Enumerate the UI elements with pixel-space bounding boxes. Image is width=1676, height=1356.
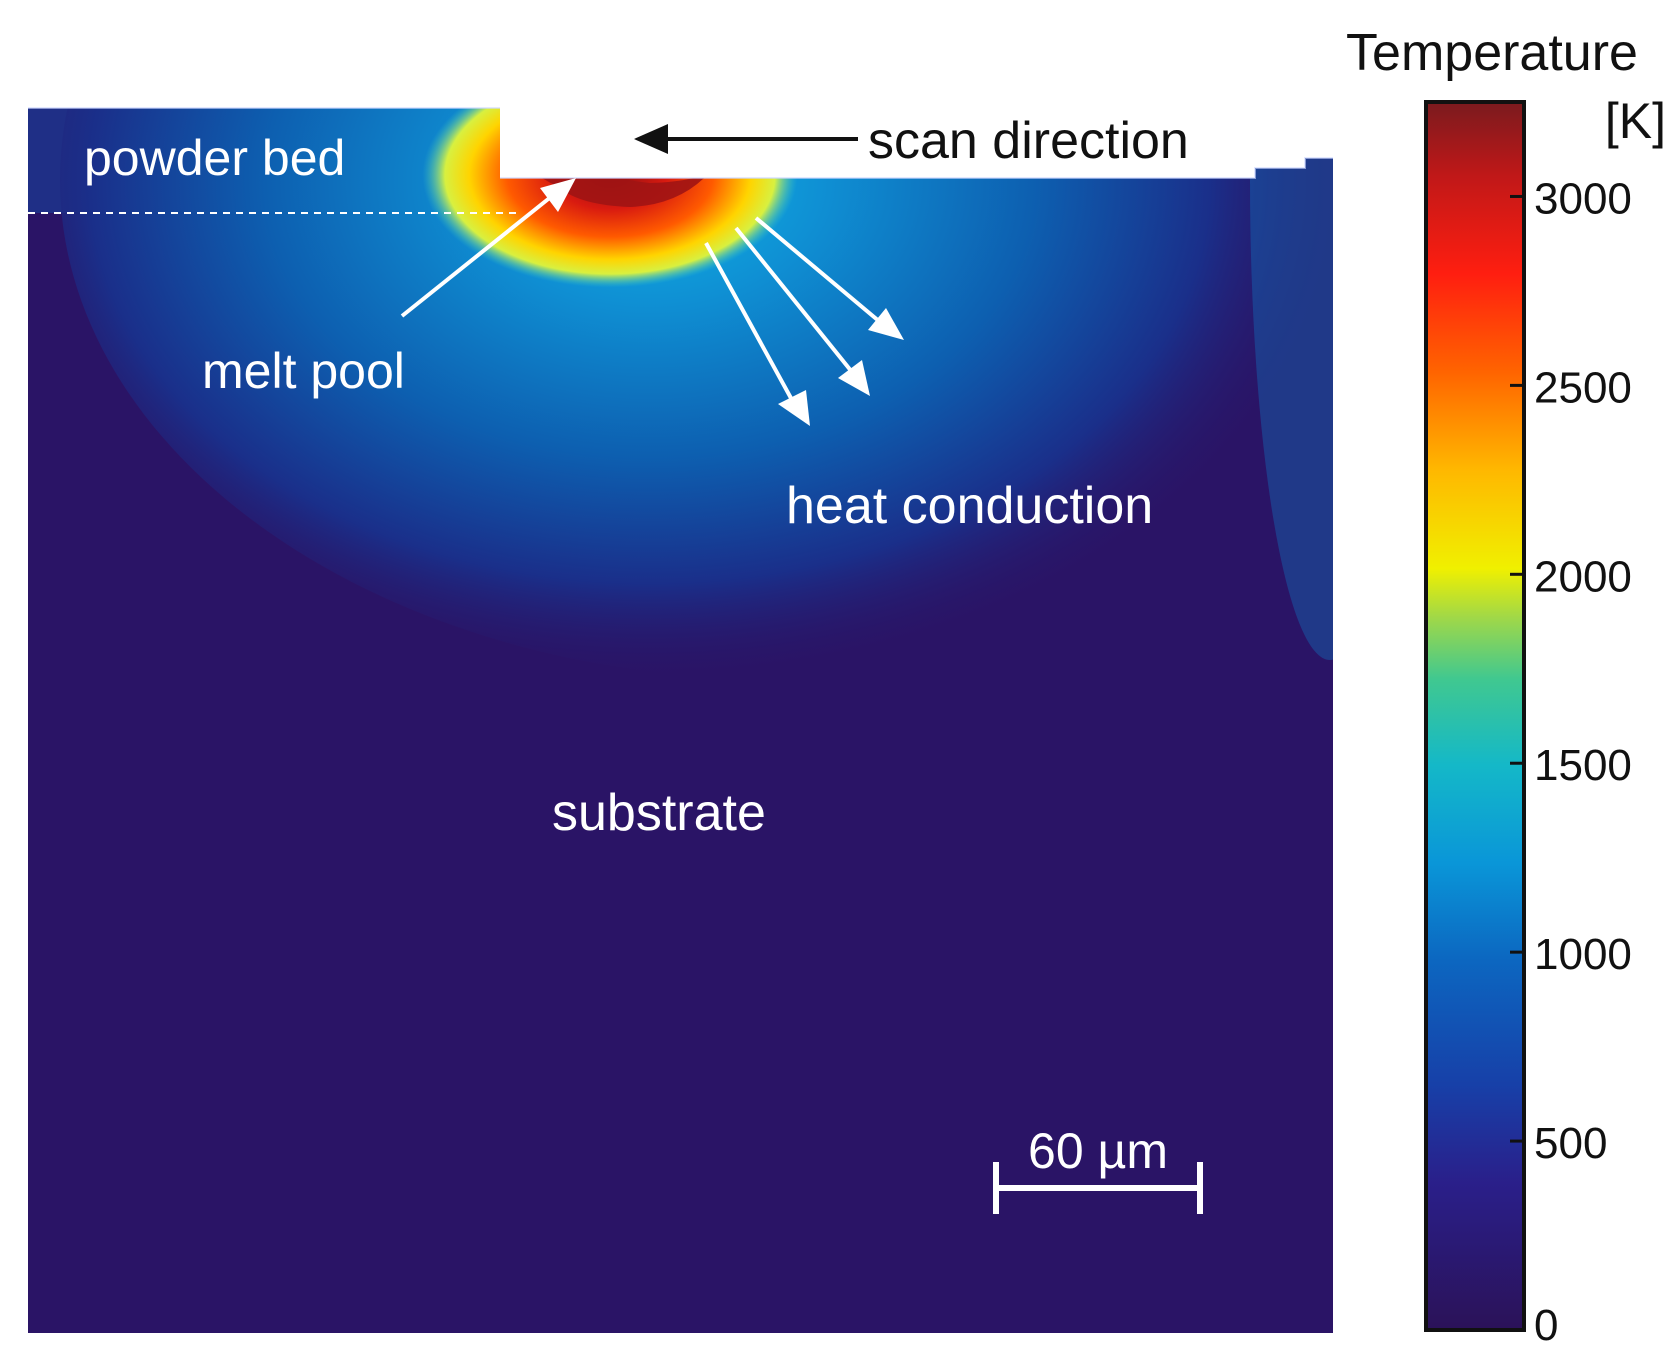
heat-conduction-label: heat conduction: [786, 477, 1153, 535]
colorbar-title: Temperature: [1346, 24, 1638, 82]
scan-direction-arrow: [634, 124, 858, 154]
colorbar-tick-label: 1500: [1534, 741, 1632, 790]
colorbar-tick-label: 0: [1534, 1301, 1558, 1350]
colorbar-tick-label: 1000: [1534, 930, 1632, 979]
colorbar-tick-label: 2000: [1534, 552, 1632, 601]
colorbar-ticks: 3000 2500 2000 1500 1000 500 0: [1510, 174, 1632, 1350]
scale-bar: [993, 1162, 1203, 1214]
melt-pool-label: melt pool: [202, 343, 405, 399]
melt-pool-hot-core: [500, 130, 710, 207]
heat-arrow-3: [754, 216, 904, 340]
top-surface-outline: [28, 107, 1333, 179]
colorbar-unit: [K]: [1605, 93, 1666, 149]
colorbar-tick-label: 2500: [1534, 363, 1632, 412]
substrate-label: substrate: [552, 784, 766, 842]
scale-bar-label: 60 µm: [1028, 1123, 1168, 1179]
powder-bed-label: powder bed: [84, 130, 345, 186]
colorbar-tick-label: 500: [1534, 1119, 1607, 1168]
colorbar-tick-label: 3000: [1534, 174, 1632, 223]
heat-arrow-2: [734, 226, 870, 396]
colorbar: Temperature [K] 3000 2500 2000 1500 1000 500 0: [1346, 24, 1666, 1350]
simulation-domain: [28, 108, 1333, 1333]
heat-conduction-right-edge: [1250, 108, 1333, 660]
heat-arrow-1: [704, 242, 810, 426]
melt-pool-arrow: [400, 178, 576, 318]
heat-conduction-arrows: [704, 216, 904, 426]
scan-direction-label: scan direction: [868, 112, 1189, 170]
colorbar-scale: [1424, 100, 1526, 1332]
